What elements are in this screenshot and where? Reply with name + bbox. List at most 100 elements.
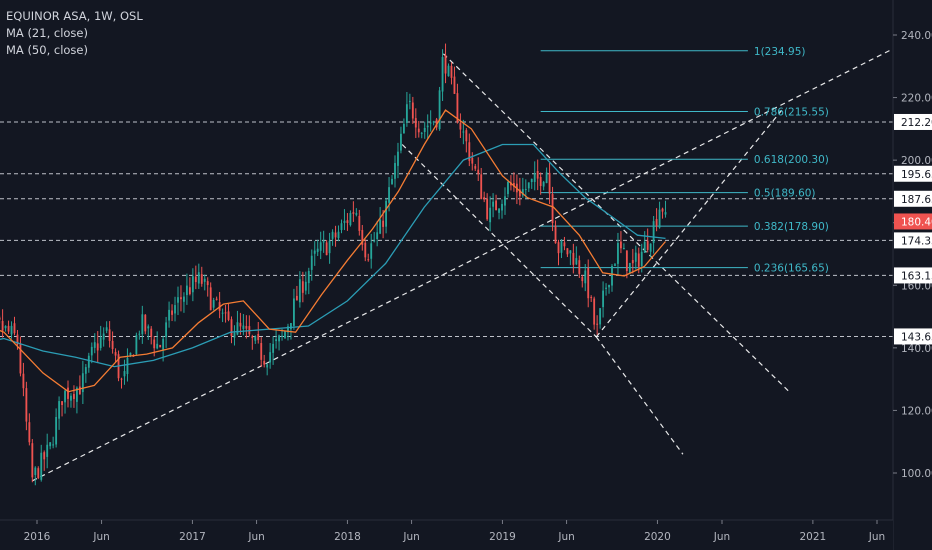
fib-level-label: 0.236(165.65)	[754, 263, 829, 275]
candle-body	[316, 248, 319, 252]
candle-body	[135, 335, 138, 354]
candle-body	[141, 314, 144, 335]
candle-body	[236, 322, 239, 335]
price-tick-label: 140.00	[901, 343, 932, 355]
time-tick-label: 2018	[334, 531, 361, 543]
candle-body	[400, 133, 402, 151]
candle-body	[504, 196, 506, 206]
candle-body	[394, 163, 396, 179]
candle-body	[429, 122, 432, 124]
candle-body	[281, 335, 283, 337]
candle-body	[456, 93, 459, 123]
candle-body	[563, 242, 566, 247]
trend-line	[32, 46, 896, 482]
candle-body	[0, 317, 1, 320]
candle-body	[194, 276, 197, 283]
candle-body	[441, 57, 444, 92]
price-axis[interactable]: 100.00120.00140.00160.00180.00200.00220.…	[892, 0, 932, 550]
candle-body	[572, 252, 575, 265]
candle-body	[414, 118, 417, 128]
candle-body	[391, 178, 393, 185]
candle-body	[388, 187, 390, 203]
candle-body	[242, 325, 245, 329]
time-axis[interactable]: 2016 Jun 2017 Jun 2018 Jun 2019 Jun 2020 Jun 2021 J…	[0, 519, 893, 550]
candle-body	[307, 270, 310, 284]
candle-body	[287, 326, 289, 333]
candle-body	[174, 305, 176, 314]
candle-body	[474, 166, 477, 169]
candle-body	[480, 174, 483, 200]
candle-body	[501, 203, 503, 211]
ma50-legend[interactable]: MA (50, close)	[6, 43, 88, 57]
fib-level-label: 0.382(178.90)	[754, 221, 829, 233]
symbol-title[interactable]: EQUINOR ASA, 1W, OSL	[6, 9, 143, 23]
time-tick-label: 2016	[24, 531, 51, 543]
candle-body	[471, 157, 474, 164]
ma21-legend[interactable]: MA (21, close)	[6, 26, 88, 40]
candle-body	[575, 258, 578, 265]
candle-body	[233, 332, 236, 338]
candle-body	[159, 344, 162, 348]
candle-body	[334, 232, 337, 238]
candle-body	[123, 371, 126, 377]
candle-body	[486, 198, 489, 220]
candle-body	[605, 287, 607, 289]
candle-body	[171, 310, 173, 315]
candle-body	[49, 442, 52, 447]
candle-body	[507, 181, 509, 195]
candle-body	[640, 251, 643, 267]
candle-body	[512, 182, 515, 187]
candle-body	[408, 100, 411, 102]
candle-body	[153, 339, 156, 349]
candle-body	[337, 231, 340, 239]
candle-body	[185, 285, 188, 296]
fib-level-label: 0.786(215.55)	[754, 106, 829, 118]
candle-body	[649, 243, 652, 252]
candle-body	[614, 264, 616, 266]
candle-body	[426, 125, 429, 128]
candle-body	[539, 177, 542, 187]
time-tick-label: 2021	[800, 531, 827, 543]
candle-body	[617, 243, 619, 264]
candle-body	[90, 346, 93, 356]
candle-body	[599, 308, 602, 325]
time-tick-label: 2017	[179, 531, 206, 543]
candle-body	[450, 65, 453, 78]
candle-body	[245, 326, 248, 329]
candle-body	[364, 242, 367, 258]
candle-body	[230, 319, 233, 336]
candle-body	[596, 323, 599, 325]
candle-body	[227, 311, 230, 320]
candle-body	[382, 220, 385, 227]
candle-body	[465, 130, 468, 142]
candle-body	[518, 189, 521, 197]
last-price-tag	[894, 213, 932, 230]
candle-body	[438, 90, 441, 130]
candle-body	[658, 209, 661, 228]
candle-body	[346, 220, 349, 223]
candle-body	[367, 259, 370, 261]
candle-body	[557, 242, 560, 254]
candle-body	[628, 262, 631, 273]
candle-body	[111, 340, 114, 350]
candle-body	[266, 364, 269, 368]
candle-body	[492, 201, 495, 207]
candle-body	[10, 325, 13, 335]
candle-body	[99, 337, 102, 349]
candle-body	[46, 444, 49, 457]
candle-body	[328, 240, 331, 254]
candle-body	[43, 452, 46, 460]
candle-body	[489, 207, 492, 223]
candle-body	[221, 312, 224, 314]
time-tick-label: Jun	[557, 531, 574, 543]
price-tick-label: 220.00	[901, 93, 932, 105]
level-tag	[894, 232, 932, 249]
candle-body	[524, 189, 527, 191]
candle-body	[521, 189, 524, 196]
last-price-label: 180.40	[901, 216, 932, 228]
candle-body	[275, 339, 278, 342]
candle-body	[325, 242, 328, 256]
candle-body	[420, 132, 423, 134]
candle-body	[376, 232, 379, 240]
